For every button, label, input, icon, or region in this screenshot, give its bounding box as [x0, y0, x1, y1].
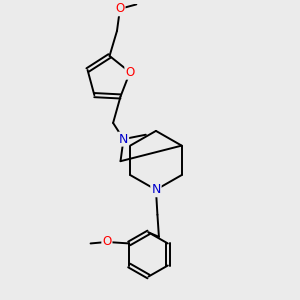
Text: N: N — [151, 183, 160, 196]
Text: O: O — [115, 2, 124, 15]
Text: N: N — [119, 133, 128, 146]
Text: O: O — [102, 236, 112, 248]
Text: O: O — [125, 66, 134, 79]
